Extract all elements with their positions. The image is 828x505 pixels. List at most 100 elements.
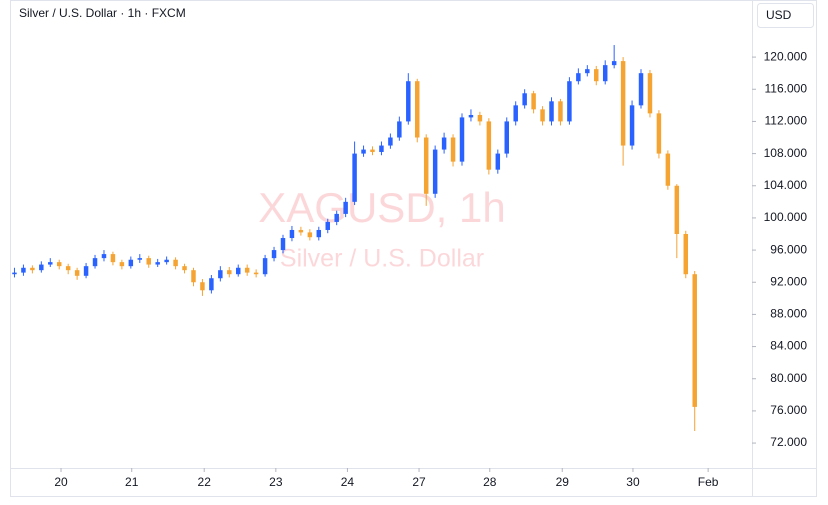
candle-body (629, 105, 635, 146)
candle-body (74, 270, 80, 276)
x-tick-label: 20 (54, 475, 68, 489)
candle-body (683, 234, 689, 275)
y-tick-label: 108.000 (764, 146, 808, 160)
candle-body (415, 81, 420, 138)
candle-body (289, 229, 295, 239)
candle-body (39, 264, 44, 271)
candle-body (21, 267, 26, 273)
candle-body (406, 81, 411, 122)
candle-body (128, 259, 134, 267)
candle-body (504, 121, 509, 154)
candle-body (692, 274, 697, 407)
candle-body (262, 258, 268, 275)
candle-body (370, 149, 375, 152)
candle-body (361, 149, 366, 154)
x-tick-label: 30 (626, 475, 640, 489)
candle-body (674, 185, 680, 234)
candle-body (137, 258, 143, 260)
y-tick-label: 112.000 (765, 114, 808, 128)
chart-title: Silver / U.S. Dollar · 1h · FXCM (19, 6, 186, 20)
candle-body (585, 69, 590, 74)
candle-body (298, 229, 304, 233)
candle-body (513, 105, 518, 122)
candle-body (656, 113, 662, 154)
x-tick-label: 24 (341, 475, 355, 489)
candle-body (12, 272, 17, 275)
x-tick-label: 29 (556, 475, 570, 489)
candle-body (307, 232, 313, 238)
candle-body (191, 270, 196, 283)
candle-body (164, 259, 169, 263)
candle-body (200, 282, 205, 291)
candle-body (638, 73, 644, 106)
candle-body (343, 201, 348, 214)
candle-body (101, 254, 107, 259)
candle-body (334, 213, 339, 222)
y-tick-label: 92.000 (770, 274, 807, 288)
candle-body (280, 238, 286, 251)
x-tick-label: Feb (698, 475, 719, 489)
candle-body (30, 267, 35, 271)
x-tick-label: 22 (198, 475, 212, 489)
watermark-subtitle: Silver / U.S. Dollar (280, 245, 484, 273)
candle-body (325, 221, 330, 230)
candle-body (558, 101, 563, 122)
candle-body (352, 153, 357, 202)
currency-label: USD (766, 8, 792, 22)
candle-body (450, 137, 456, 162)
candle-body (602, 65, 608, 82)
candle-body (182, 266, 187, 271)
candle-body (253, 272, 259, 275)
candle-body (459, 117, 465, 162)
candle-body (397, 121, 402, 138)
candle-body (209, 278, 214, 291)
candle-body (549, 101, 554, 122)
y-tick-label: 88.000 (770, 307, 807, 321)
candle-body (594, 69, 599, 82)
x-tick-label: 23 (269, 475, 283, 489)
candle-body (531, 93, 536, 110)
y-tick-label: 76.000 (770, 403, 807, 417)
candle-body (244, 267, 250, 273)
candle-body (441, 137, 447, 150)
candle-body (271, 250, 277, 259)
candle-body (65, 266, 71, 271)
candle-body (92, 258, 98, 267)
candle-body (83, 266, 89, 276)
candle-body (611, 61, 617, 66)
candle-body (486, 121, 492, 170)
candle-body (522, 93, 527, 106)
candle-body (477, 114, 483, 122)
candle-body (567, 81, 572, 122)
candle-body (155, 262, 160, 265)
candle-body (423, 137, 429, 194)
candle-body (236, 267, 241, 275)
y-tick-label: 84.000 (770, 339, 807, 353)
y-tick-label: 104.000 (764, 178, 808, 192)
candle-body (468, 114, 474, 118)
watermark: XAGUSD, 1h (258, 184, 505, 231)
candle-body (432, 149, 438, 194)
candle-body (620, 61, 626, 146)
candle-body (495, 153, 501, 170)
x-tick-label: 28 (483, 475, 497, 489)
candle-body (647, 73, 653, 114)
currency-button[interactable] (757, 3, 814, 28)
candle-body (119, 262, 125, 267)
candle-body (173, 259, 178, 267)
candle-body (48, 262, 53, 265)
candle-body (379, 145, 384, 152)
y-tick-label: 96.000 (770, 242, 807, 256)
y-tick-label: 72.000 (770, 435, 807, 449)
x-tick-label: 21 (125, 475, 139, 489)
y-tick-label: 100.000 (764, 210, 808, 224)
candle-body (218, 270, 223, 279)
candle-body (316, 229, 322, 238)
candle-body (540, 109, 545, 122)
candle-body (665, 153, 671, 186)
candle-body (227, 270, 232, 275)
candle-body (576, 73, 581, 82)
candle-body (56, 262, 62, 267)
y-tick-label: 116.000 (765, 81, 808, 95)
